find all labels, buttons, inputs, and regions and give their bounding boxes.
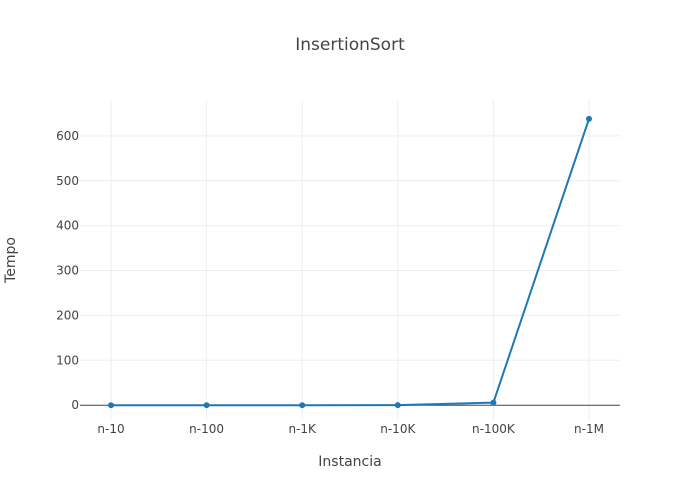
y-tick-label: 300 <box>56 264 79 278</box>
data-point <box>299 402 306 409</box>
y-axis-title: Tempo <box>3 237 19 284</box>
y-tick-label: 200 <box>56 308 79 322</box>
grid <box>80 100 620 420</box>
series-layer <box>108 115 592 409</box>
data-point <box>203 402 210 409</box>
x-tick-label: n-1M <box>574 422 604 436</box>
x-tick-label: n-1K <box>288 422 317 436</box>
y-tick-label: 400 <box>56 219 79 233</box>
chart-title: InsertionSort <box>295 35 405 55</box>
series-line <box>111 118 590 407</box>
y-axis-ticks: 0 100 200 300 400 500 600 <box>56 129 79 412</box>
x-axis-ticks: n-10 n-100 n-1K n-10K n-100K n-1M <box>97 422 604 436</box>
x-tick-label: n-10K <box>380 422 416 436</box>
data-point <box>586 115 592 122</box>
x-tick-label: n-100K <box>472 422 516 436</box>
data-point <box>394 402 401 409</box>
y-tick-label: 0 <box>71 398 79 412</box>
data-point <box>490 399 497 406</box>
x-tick-label: n-10 <box>97 422 124 436</box>
y-tick-label: 600 <box>56 129 79 143</box>
y-tick-label: 500 <box>56 174 79 188</box>
data-point <box>108 402 114 409</box>
x-axis-title: Instancia <box>318 454 381 470</box>
y-tick-label: 100 <box>56 353 79 367</box>
x-tick-label: n-100 <box>189 422 224 436</box>
